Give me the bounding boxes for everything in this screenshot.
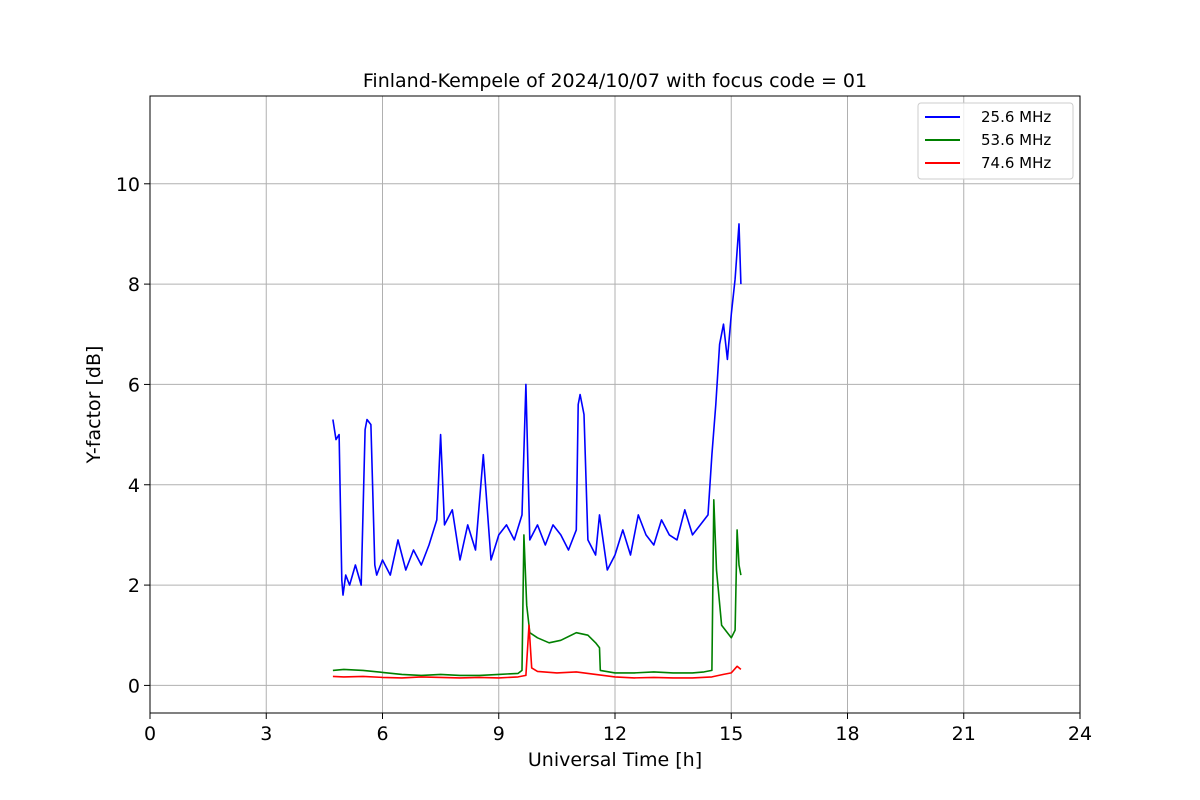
- legend-box: [917, 102, 1074, 180]
- x-tick-label: 12: [603, 723, 627, 745]
- series-line-53-6-mhz: [332, 499, 742, 677]
- x-tick-label: 24: [1068, 723, 1092, 745]
- x-tick-label: 9: [493, 723, 505, 745]
- series-line-25-6-mhz: [332, 223, 742, 596]
- y-axis-label: Y-factor [dB]: [83, 346, 105, 465]
- x-tick-label: 6: [376, 723, 388, 745]
- y-tick-label: 4: [128, 475, 140, 497]
- y-tick-label: 2: [128, 575, 140, 597]
- x-tick-label: 18: [835, 723, 859, 745]
- x-axis-ticks: 0 3 6 9 12 15 18 21 24: [144, 713, 1092, 745]
- chart-title: Finland-Kempele of 2024/10/07 with focus…: [363, 70, 867, 92]
- legend-label-25-6: 25.6 MHz: [981, 108, 1051, 126]
- y-axis-ticks: 0 2 4 6 8 10: [116, 174, 150, 697]
- x-tick-label: 15: [719, 723, 743, 745]
- legend-label-53-6: 53.6 MHz: [981, 131, 1051, 149]
- y-tick-label: 10: [116, 174, 140, 196]
- x-axis-label: Universal Time [h]: [528, 749, 702, 771]
- series-line-74-6-mhz: [332, 624, 742, 679]
- y-tick-label: 6: [128, 374, 140, 396]
- y-tick-label: 0: [128, 675, 140, 697]
- series-lines: [332, 223, 742, 679]
- x-tick-label: 3: [260, 723, 272, 745]
- x-tick-label: 0: [144, 723, 156, 745]
- y-tick-label: 8: [128, 274, 140, 296]
- legend-label-74-6: 74.6 MHz: [981, 154, 1051, 172]
- x-tick-label: 21: [952, 723, 976, 745]
- legend: 25.6 MHz 53.6 MHz 74.6 MHz: [917, 102, 1074, 180]
